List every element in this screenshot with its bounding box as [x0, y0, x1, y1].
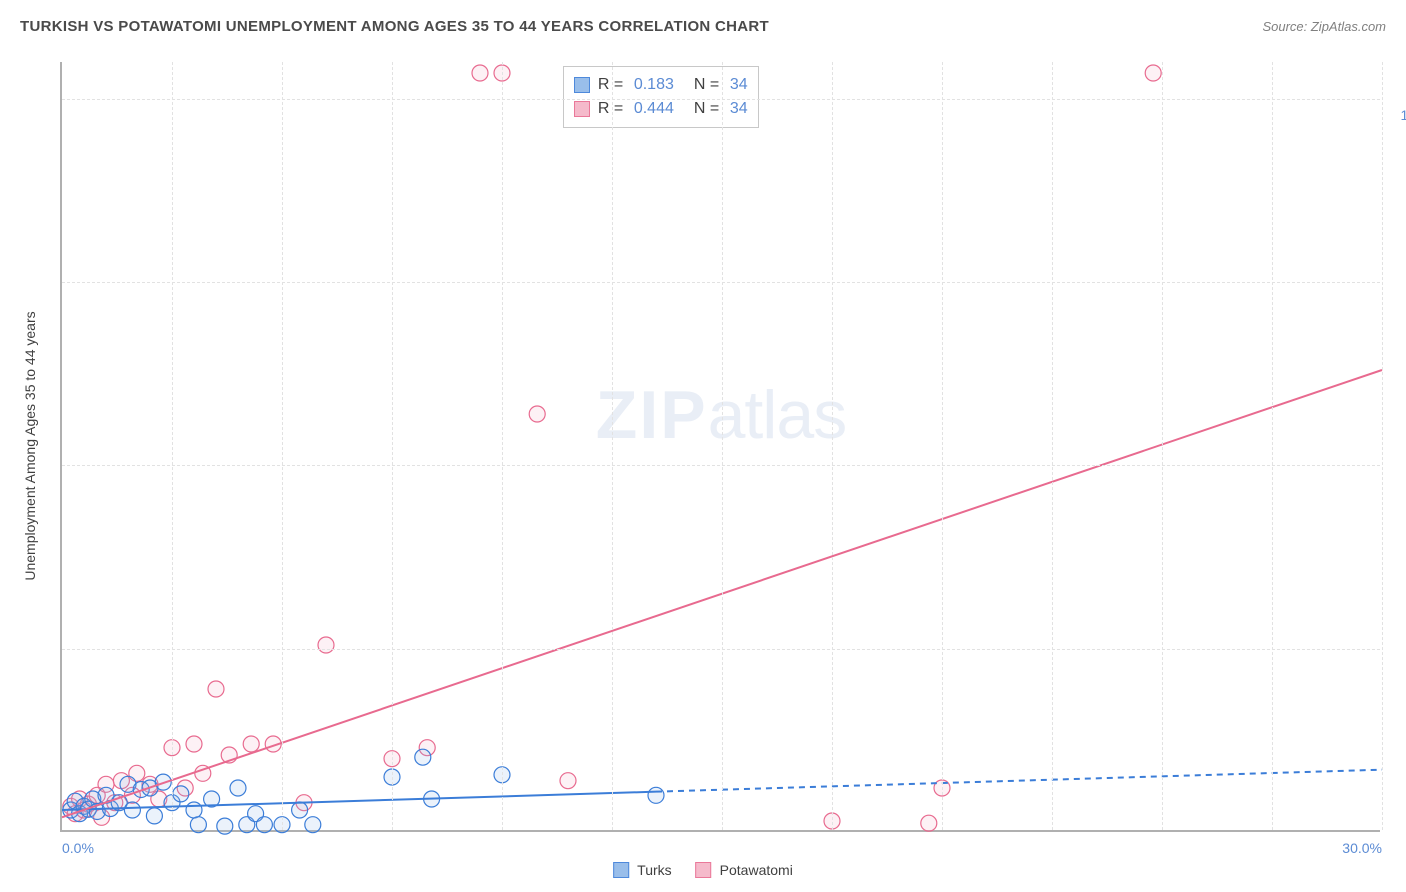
stats-r-value: 0.183: [634, 73, 686, 97]
stats-n-label: N =: [694, 73, 722, 97]
gridline-v: [502, 62, 503, 830]
y-tick-label: 50.0%: [1388, 473, 1406, 489]
data-point-potawatomi: [243, 736, 259, 752]
data-point-turks: [146, 808, 162, 824]
series-legend: Turks Potawatomi: [613, 862, 793, 878]
stats-n-value: 34: [730, 73, 748, 97]
gridline-h: [62, 465, 1380, 466]
gridline-h: [62, 99, 1380, 100]
gridline-v: [282, 62, 283, 830]
stats-legend: R =0.183N =34R =0.444N =34: [563, 66, 759, 128]
data-point-turks: [415, 749, 431, 765]
data-point-turks: [173, 786, 189, 802]
legend-item-turks: Turks: [613, 862, 671, 878]
y-tick-label: 100.0%: [1388, 107, 1406, 123]
stats-swatch-turks: [574, 77, 590, 93]
data-point-potawatomi: [186, 736, 202, 752]
data-point-turks: [190, 817, 206, 833]
stats-swatch-potawatomi: [574, 101, 590, 117]
stats-r-value: 0.444: [634, 97, 686, 121]
gridline-v: [392, 62, 393, 830]
gridline-v: [1272, 62, 1273, 830]
data-point-turks: [124, 802, 140, 818]
legend-swatch-potawatomi: [696, 862, 712, 878]
gridline-v: [722, 62, 723, 830]
data-point-turks: [256, 817, 272, 833]
data-point-potawatomi: [208, 681, 224, 697]
stats-n-label: N =: [694, 97, 722, 121]
data-point-turks: [230, 780, 246, 796]
gridline-h: [62, 282, 1380, 283]
legend-label-potawatomi: Potawatomi: [720, 862, 793, 878]
data-point-turks: [186, 802, 202, 818]
data-point-potawatomi: [921, 815, 937, 831]
gridline-v: [172, 62, 173, 830]
data-point-potawatomi: [318, 637, 334, 653]
regression-line-turks-extrap: [656, 770, 1382, 792]
legend-label-turks: Turks: [637, 862, 671, 878]
x-tick-label: 30.0%: [1342, 840, 1382, 856]
gridline-v: [612, 62, 613, 830]
source-attribution: Source: ZipAtlas.com: [1262, 19, 1386, 34]
gridline-v: [942, 62, 943, 830]
data-point-turks: [217, 818, 233, 834]
data-point-turks: [305, 817, 321, 833]
y-tick-label: 75.0%: [1388, 290, 1406, 306]
chart-title: TURKISH VS POTAWATOMI UNEMPLOYMENT AMONG…: [20, 18, 769, 35]
gridline-v: [1382, 62, 1383, 830]
y-tick-label: 25.0%: [1388, 657, 1406, 673]
data-point-potawatomi: [529, 406, 545, 422]
plot-container: ZIPatlas R =0.183N =34R =0.444N =34 25.0…: [60, 62, 1380, 832]
legend-swatch-turks: [613, 862, 629, 878]
gridline-v: [832, 62, 833, 830]
gridline-h: [62, 649, 1380, 650]
legend-item-potawatomi: Potawatomi: [696, 862, 793, 878]
data-point-potawatomi: [1145, 65, 1161, 81]
y-axis-title: Unemployment Among Ages 35 to 44 years: [22, 311, 38, 580]
x-tick-label: 0.0%: [62, 840, 94, 856]
plot-area: ZIPatlas R =0.183N =34R =0.444N =34 25.0…: [60, 62, 1380, 832]
plot-svg: [62, 62, 1380, 830]
data-point-potawatomi: [472, 65, 488, 81]
gridline-v: [1162, 62, 1163, 830]
stats-n-value: 34: [730, 97, 748, 121]
data-point-turks: [648, 787, 664, 803]
gridline-v: [1052, 62, 1053, 830]
title-bar: TURKISH VS POTAWATOMI UNEMPLOYMENT AMONG…: [20, 18, 1386, 35]
data-point-potawatomi: [560, 773, 576, 789]
data-point-turks: [292, 802, 308, 818]
